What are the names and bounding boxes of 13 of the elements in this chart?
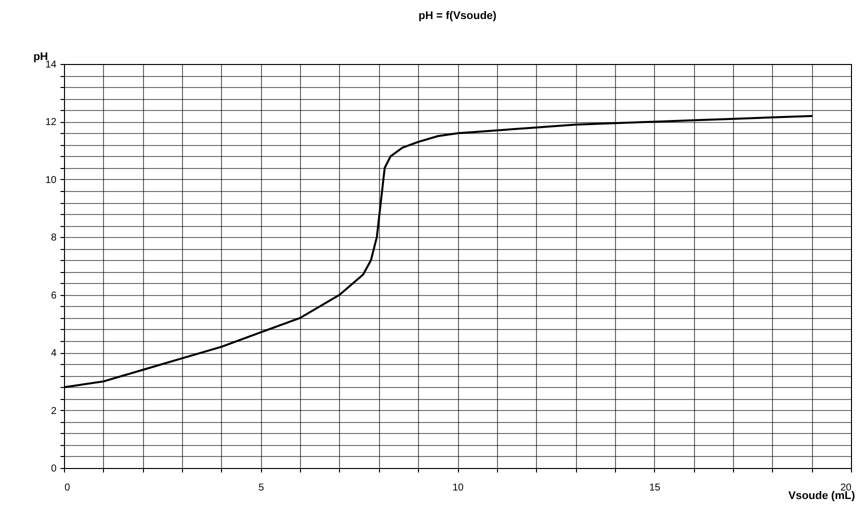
y-tick-label: 2 xyxy=(50,406,57,417)
chart-title: pH = f(Vsoude) xyxy=(418,10,497,22)
y-tick-label: 10 xyxy=(45,174,57,186)
x-tick-label: 15 xyxy=(649,482,661,494)
y-tick-label: 12 xyxy=(45,117,57,128)
x-tick-label: 5 xyxy=(258,482,264,494)
y-tick-label: 4 xyxy=(50,348,57,360)
y-tick-label: 8 xyxy=(50,232,57,244)
x-tick-label: 0 xyxy=(64,482,70,494)
y-tick-label: 6 xyxy=(50,290,57,302)
x-axis-title: Vsoude (mL) xyxy=(788,490,856,502)
y-tick-label: 0 xyxy=(50,464,57,474)
x-tick-label: 10 xyxy=(452,482,464,494)
